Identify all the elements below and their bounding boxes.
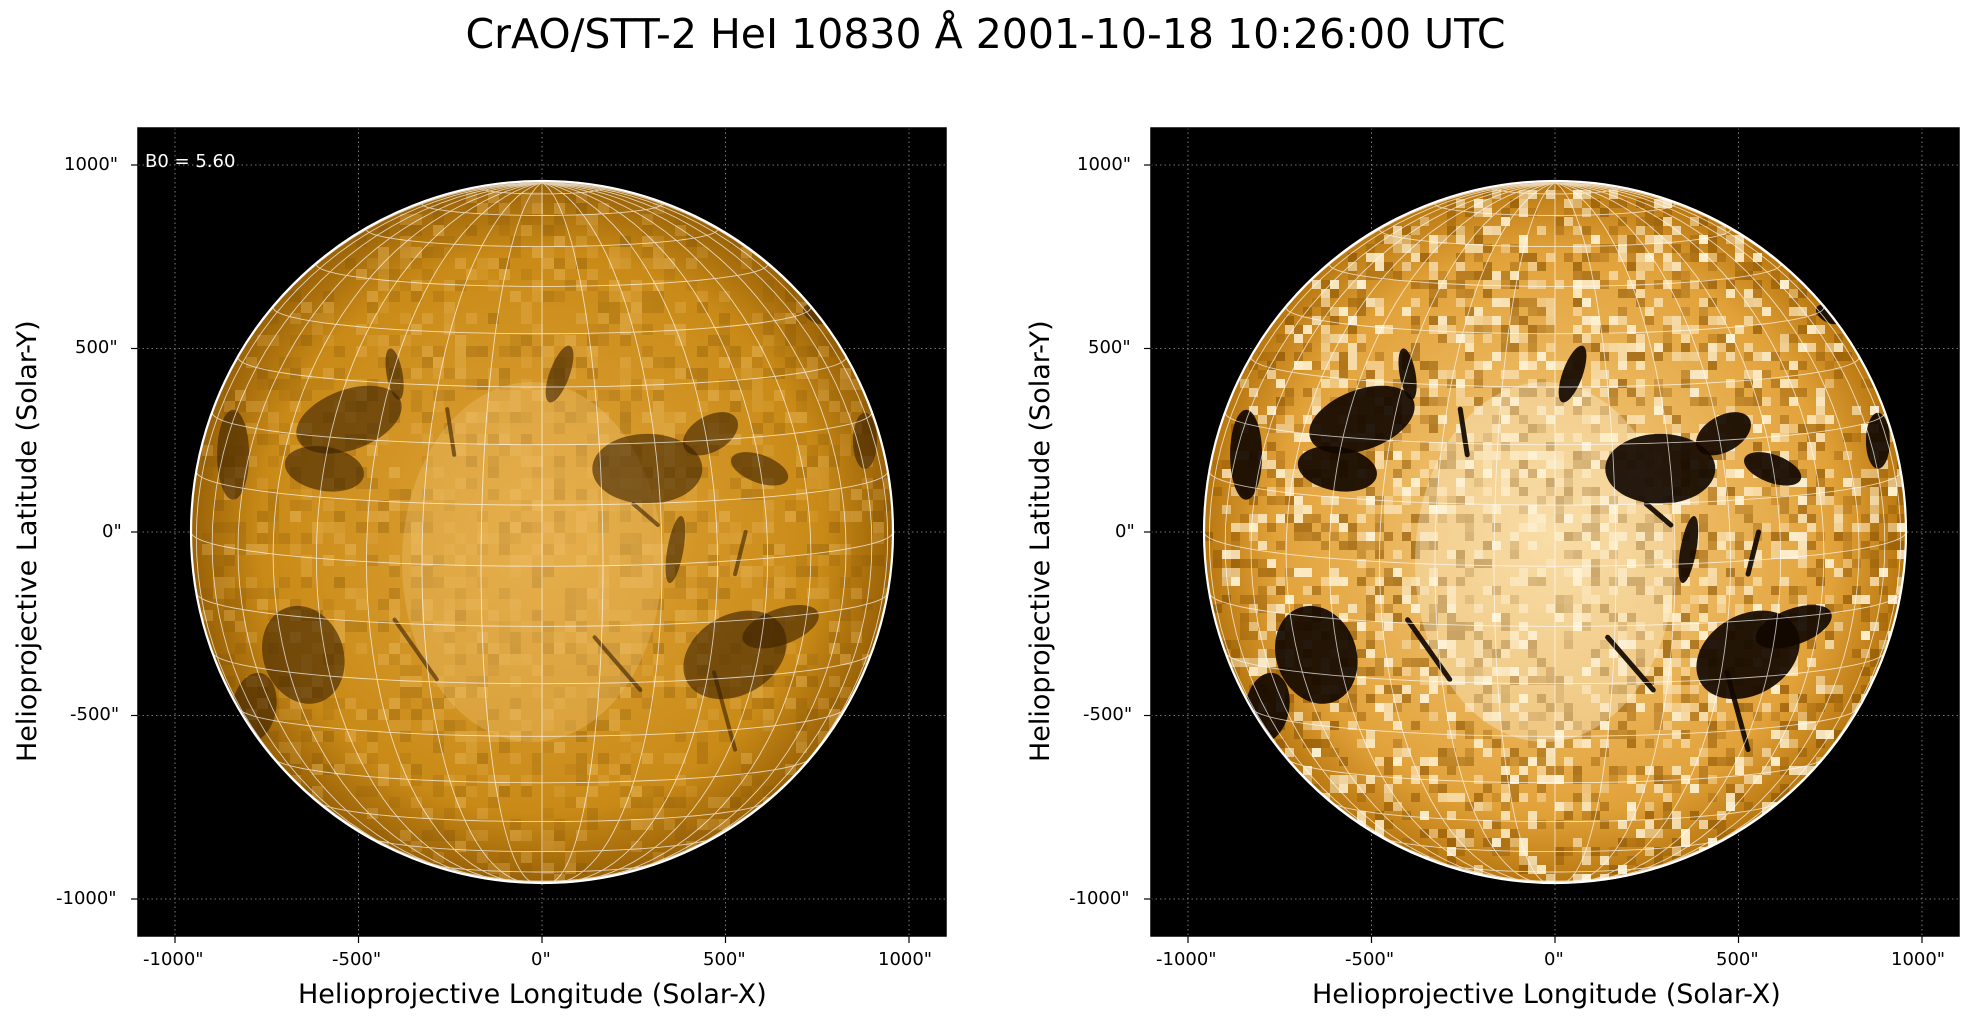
right-xtick-m1000: -1000" — [1156, 949, 1217, 970]
left-ytick-1000: 1000" — [64, 154, 119, 175]
right-solar-disk — [1204, 181, 1906, 883]
left-xtick-m1000: -1000" — [143, 949, 204, 970]
left-ytick-0: 0" — [102, 521, 122, 542]
left-ticks — [131, 164, 910, 943]
left-ytick-m500: -500" — [70, 704, 120, 725]
right-ytick-1000: 1000" — [1077, 154, 1132, 175]
figure-title: CrAO/STT-2 HeI 10830 Å 2001-10-18 10:26:… — [465, 10, 1506, 58]
right-ylabel: Helioprojective Latitude (Solar-Y) — [1025, 320, 1056, 762]
right-solar-image — [1144, 127, 1960, 943]
left-ytick-500: 500" — [75, 337, 118, 358]
right-ytick-0: 0" — [1115, 521, 1135, 542]
right-ticks — [1144, 164, 1923, 943]
right-limb-circle — [1202, 179, 1908, 885]
left-ylabel: Helioprojective Latitude (Solar-Y) — [12, 320, 43, 762]
left-solar-disk — [191, 181, 893, 883]
right-xtick-m500: -500" — [1345, 949, 1395, 970]
left-heliographic-grid — [191, 182, 893, 883]
left-solar-image — [131, 127, 947, 943]
right-xtick-1000: 1000" — [1891, 949, 1946, 970]
left-limb-circle — [189, 179, 895, 885]
right-xtick-0: 0" — [1544, 949, 1564, 970]
right-ytick-500: 500" — [1088, 337, 1131, 358]
right-xlabel: Helioprojective Longitude (Solar-X) — [1312, 979, 1781, 1010]
right-heliographic-grid — [1204, 182, 1906, 883]
left-xtick-1000: 1000" — [878, 949, 933, 970]
left-xtick-0: 0" — [531, 949, 551, 970]
left-xlabel: Helioprojective Longitude (Solar-X) — [298, 979, 767, 1010]
left-ytick-m1000: -1000" — [56, 888, 117, 909]
left-xtick-m500: -500" — [332, 949, 382, 970]
right-ytick-m500: -500" — [1083, 704, 1133, 725]
right-ytick-m1000: -1000" — [1069, 888, 1130, 909]
left-xtick-500: 500" — [703, 949, 746, 970]
right-xtick-500: 500" — [1716, 949, 1759, 970]
b0-annotation: B0 = 5.60 — [145, 151, 236, 172]
